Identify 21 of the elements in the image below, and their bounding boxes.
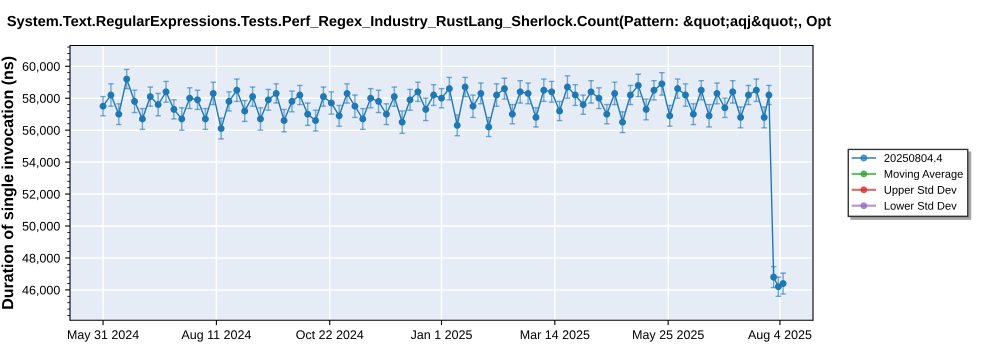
x-tick-label: Mar 14 2025 bbox=[520, 330, 590, 340]
chart-title: System.Text.RegularExpressions.Tests.Perf_Regex_Industry_RustLang_Sherlock.Count(Pattern: &quot;aqj&quot;, Opt bbox=[7, 15, 832, 30]
x-tick-label: May 31 2024 bbox=[68, 330, 139, 342]
y-tick-label: 48,000 bbox=[22, 254, 60, 264]
y-tick-label: 54,000 bbox=[22, 158, 60, 168]
y-axis-title: Duration of single invocation (ns) bbox=[2, 56, 16, 309]
x-tick-label: Oct 22 2024 bbox=[296, 330, 364, 340]
y-tick-label: 50,000 bbox=[22, 222, 60, 232]
x-tick-label: May 25 2025 bbox=[633, 330, 704, 342]
y-tick-label: 60,000 bbox=[22, 62, 60, 72]
legend-label: Moving Average bbox=[884, 170, 963, 180]
y-tick-label: 46,000 bbox=[22, 286, 60, 296]
y-tick-label: 56,000 bbox=[22, 126, 60, 136]
x-tick-label: Jan 1 2025 bbox=[410, 330, 472, 340]
x-tick-label: Aug 4 2025 bbox=[748, 330, 812, 342]
y-tick-label: 58,000 bbox=[22, 94, 60, 104]
x-tick-label: Aug 11 2024 bbox=[181, 330, 252, 342]
legend-label: 20250804.4 bbox=[884, 154, 942, 162]
legend-label: Upper Std Dev bbox=[884, 186, 957, 196]
y-tick-label: 52,000 bbox=[22, 190, 60, 200]
legend-label: Lower Std Dev bbox=[884, 202, 957, 210]
